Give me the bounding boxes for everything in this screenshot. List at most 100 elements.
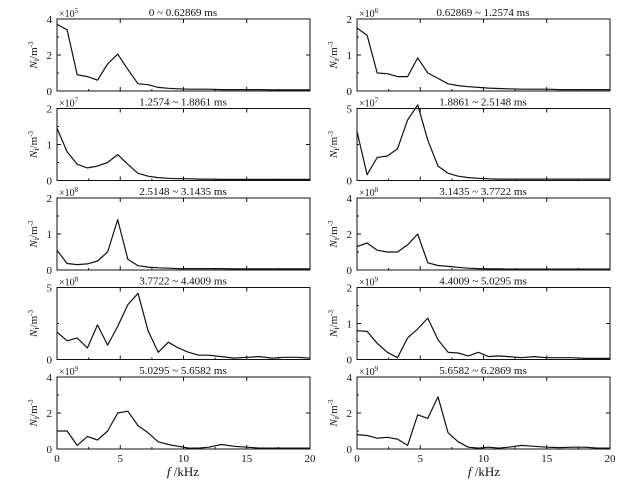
plot-frame — [56, 197, 311, 271]
y-label-symbol: N — [28, 61, 40, 70]
y-scale-factor: ×106 — [359, 7, 379, 20]
series-line — [56, 128, 310, 180]
y-scale-factor: ×109 — [59, 365, 79, 378]
y-label-exponent: -3 — [327, 41, 335, 47]
chart-panel-2: 0 1 2 ×106 0.62869 ~ 1.2574 ms Ni/m-3 — [327, 7, 611, 98]
series-line — [356, 233, 610, 270]
panel-title: 3.1435 ~ 3.7722 ms — [439, 186, 527, 198]
y-tick-label: 1 — [47, 140, 53, 152]
plot-frame — [356, 108, 611, 181]
y-scale-factor: ×109 — [359, 365, 379, 378]
y-axis-label: Ni/m-3 — [27, 309, 41, 338]
chart-panel-8: 0 1 2 ×109 4.4009 ~ 5.0295 ms Ni/m-3 — [327, 276, 611, 367]
x-axis-symbol: f — [166, 464, 171, 479]
y-label-exponent: -3 — [27, 309, 35, 315]
y-tick-label: 2 — [47, 104, 53, 116]
plot-frame — [56, 108, 311, 181]
y-scale-factor: ×107 — [359, 97, 379, 110]
series-line — [356, 317, 610, 359]
y-label-unit: /m — [328, 136, 340, 148]
y-label-subscript: i — [332, 327, 341, 330]
y-axis-label: Ni/m-3 — [327, 309, 341, 338]
x-tick-label: 5 — [118, 453, 124, 465]
y-label-symbol: N — [328, 61, 340, 70]
x-axis-label-right: f /kHz — [444, 464, 524, 480]
y-tick-label: 0 — [47, 86, 53, 98]
y-label-subscript: i — [332, 416, 341, 419]
chart-panel-10: 0 2 4 0 5 10 15 20 ×109 5.6582 ~ 6.2869 ms Ni/m-3 — [327, 365, 616, 465]
y-tick-label: 5 — [347, 104, 353, 116]
y-label-subscript: i — [332, 237, 341, 240]
y-label-exponent: -3 — [27, 130, 35, 136]
y-scale-factor: ×108 — [359, 186, 379, 199]
chart-panel-3: 0 1 2 ×107 1.2574 ~ 1.8861 ms Ni/m-3 — [27, 97, 311, 188]
y-label-exponent: -3 — [327, 130, 335, 136]
y-label-exponent: -3 — [327, 220, 335, 226]
y-tick-label: 1 — [347, 50, 353, 62]
panel-title: 4.4009 ~ 5.0295 ms — [439, 276, 527, 288]
chart-panel-6: 0 2 4 ×108 3.1435 ~ 3.7722 ms Ni/m-3 — [327, 186, 611, 277]
y-scale-exponent: 6 — [375, 7, 379, 15]
series-line — [56, 219, 310, 270]
y-tick-label: 4 — [347, 193, 353, 205]
y-label-exponent: -3 — [327, 309, 335, 315]
y-label-unit: /m — [328, 226, 340, 238]
series-line — [356, 104, 610, 180]
y-label-symbol: N — [328, 240, 340, 249]
plot-frame — [356, 287, 611, 360]
series-line — [56, 292, 311, 359]
y-tick-label: 1 — [47, 229, 53, 241]
y-label-exponent: -3 — [27, 41, 35, 47]
y-tick-label: 1 — [347, 319, 353, 331]
y-label-symbol: N — [28, 240, 40, 249]
plot-frame — [56, 287, 311, 360]
chart-panel-1: 0 2 4 ×105 0 ~ 0.62869 ms Ni/m-3 — [27, 7, 311, 98]
y-scale-factor: ×105 — [59, 7, 79, 20]
y-label-unit: /m — [28, 226, 40, 238]
y-label-unit: /m — [28, 136, 40, 148]
x-axis-symbol: f — [467, 464, 472, 479]
chart-panel-5: 0 1 2 ×108 2.5148 ~ 3.1435 ms Ni/m-3 — [27, 186, 311, 277]
y-label-symbol: N — [328, 329, 340, 338]
panel-title: 2.5148 ~ 3.1435 ms — [139, 186, 227, 198]
y-tick-label: 0 — [47, 355, 53, 367]
x-tick-label: 20 — [305, 453, 317, 465]
y-scale-factor: ×109 — [359, 276, 379, 289]
series-line — [57, 410, 310, 449]
y-axis-label: Ni/m-3 — [27, 41, 41, 70]
y-label-subscript: i — [332, 148, 341, 151]
x-tick-label: 20 — [605, 453, 617, 465]
panel-title: 5.0295 ~ 5.6582 ms — [139, 365, 227, 377]
x-tick-label: 10 — [478, 453, 490, 465]
x-tick-label: 5 — [418, 453, 424, 465]
y-tick-label: 0 — [347, 176, 353, 188]
y-tick-label: 4 — [347, 372, 353, 384]
y-tick-label: 4 — [47, 372, 53, 384]
y-tick-label: 4 — [47, 14, 53, 26]
y-tick-label: 2 — [347, 229, 353, 241]
x-axis-unit: /kHz — [173, 464, 200, 479]
y-tick-label: 2 — [347, 408, 353, 420]
x-axis-label-left: f /kHz — [143, 464, 223, 480]
y-tick-label: 0 — [47, 265, 53, 277]
y-tick-label: 2 — [47, 50, 53, 62]
x-tick-label: 15 — [541, 453, 553, 465]
y-label-subscript: i — [32, 237, 41, 240]
plot-frame — [56, 18, 311, 92]
y-scale-exponent: 9 — [75, 365, 79, 373]
y-tick-label: 0 — [347, 86, 353, 98]
y-scale-factor: ×107 — [59, 97, 79, 110]
y-tick-label: 2 — [347, 283, 353, 295]
panel-title: 1.8861 ~ 2.5148 ms — [439, 97, 527, 109]
panel-title: 5.6582 ~ 6.2869 ms — [439, 365, 527, 377]
x-tick-label: 10 — [178, 453, 190, 465]
y-scale-factor: ×108 — [59, 186, 79, 199]
y-tick-label: 0 — [347, 355, 353, 367]
y-label-subscript: i — [32, 58, 41, 61]
y-scale-exponent: 7 — [75, 97, 79, 105]
panel-title: 3.7722 ~ 4.4009 ms — [139, 276, 227, 288]
plot-frame — [356, 18, 611, 92]
y-label-subscript: i — [32, 148, 41, 151]
y-label-subscript: i — [32, 416, 41, 419]
